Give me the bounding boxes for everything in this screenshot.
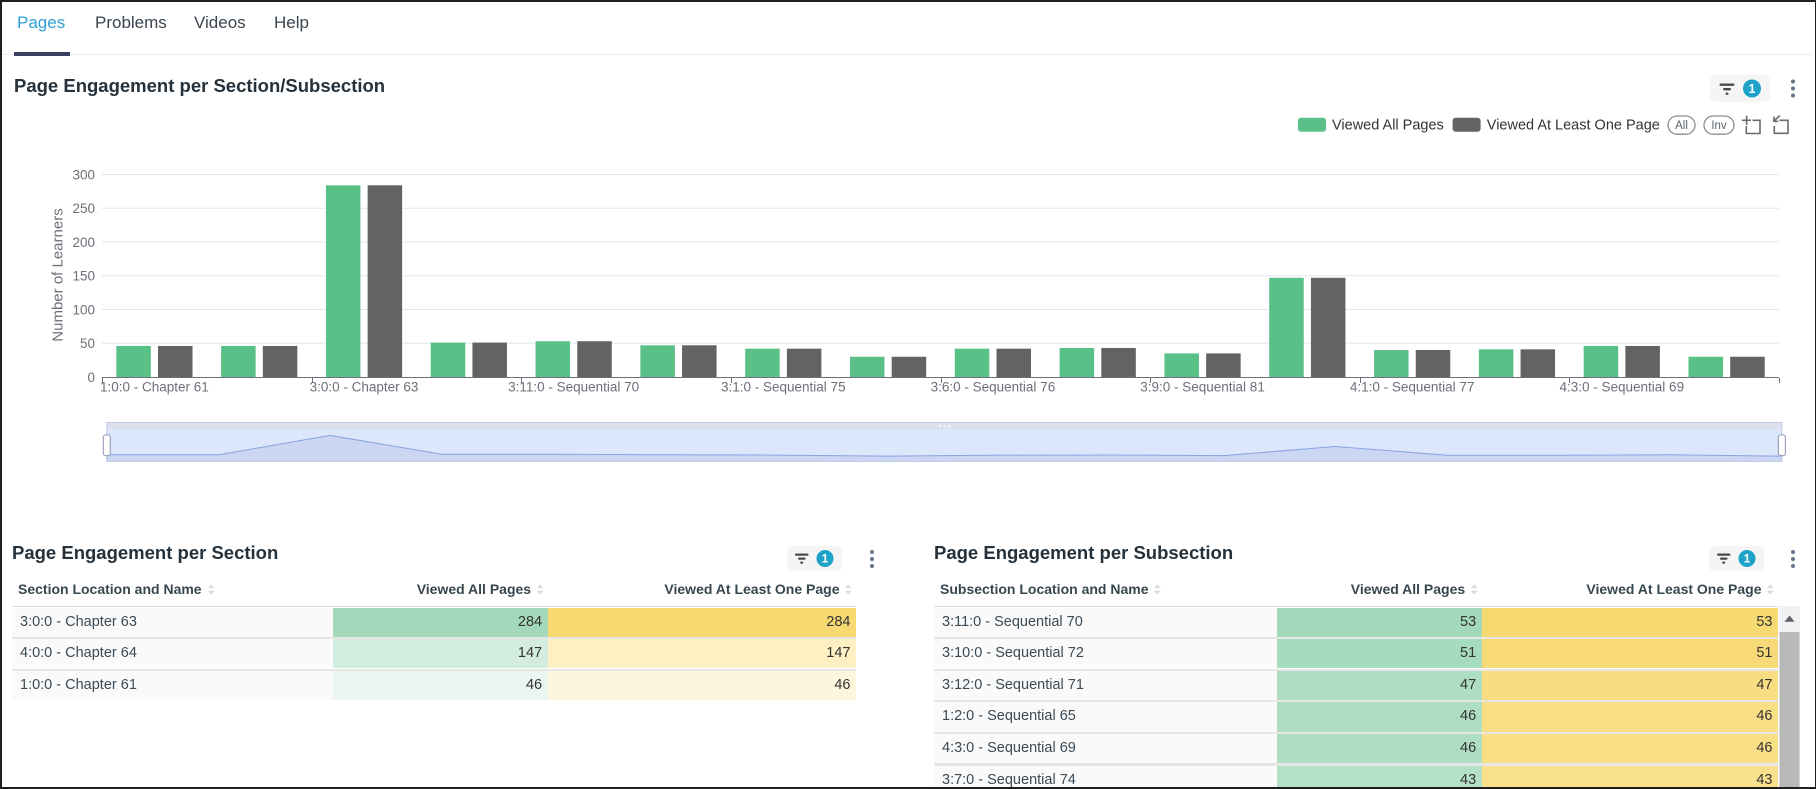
svg-text:Viewed At Least One Page: Viewed At Least One Page [1487, 118, 1660, 134]
svg-text:Inv: Inv [1711, 120, 1727, 132]
svg-text:200: 200 [72, 235, 95, 250]
svg-text:1:0:0 - Chapter 61: 1:0:0 - Chapter 61 [100, 380, 209, 395]
svg-text:4:3:0 - Sequential 69: 4:3:0 - Sequential 69 [1559, 380, 1684, 395]
svg-text:1: 1 [822, 552, 829, 566]
svg-text:1: 1 [1749, 82, 1756, 96]
svg-text:4:1:0 - Sequential 77: 4:1:0 - Sequential 77 [1350, 380, 1475, 395]
svg-text:300: 300 [72, 167, 95, 182]
svg-text:3:0:0 - Chapter 63: 3:0:0 - Chapter 63 [310, 380, 419, 395]
svg-text:3:11:0 - Sequential 70: 3:11:0 - Sequential 70 [508, 380, 639, 395]
svg-text:100: 100 [72, 302, 95, 317]
svg-text:50: 50 [80, 336, 95, 351]
svg-text:3:1:0 - Sequential 75: 3:1:0 - Sequential 75 [721, 380, 846, 395]
svg-text:250: 250 [72, 201, 95, 216]
svg-text:Number of Learners: Number of Learners [50, 208, 67, 341]
svg-text:150: 150 [72, 269, 95, 284]
svg-text:Viewed All Pages: Viewed All Pages [1332, 118, 1444, 134]
svg-text:All: All [1675, 120, 1688, 132]
svg-text:3:6:0 - Sequential 76: 3:6:0 - Sequential 76 [931, 380, 1056, 395]
svg-text:3:9:0 - Sequential 81: 3:9:0 - Sequential 81 [1140, 380, 1265, 395]
svg-text:1: 1 [1744, 552, 1751, 566]
svg-text:0: 0 [87, 370, 95, 385]
